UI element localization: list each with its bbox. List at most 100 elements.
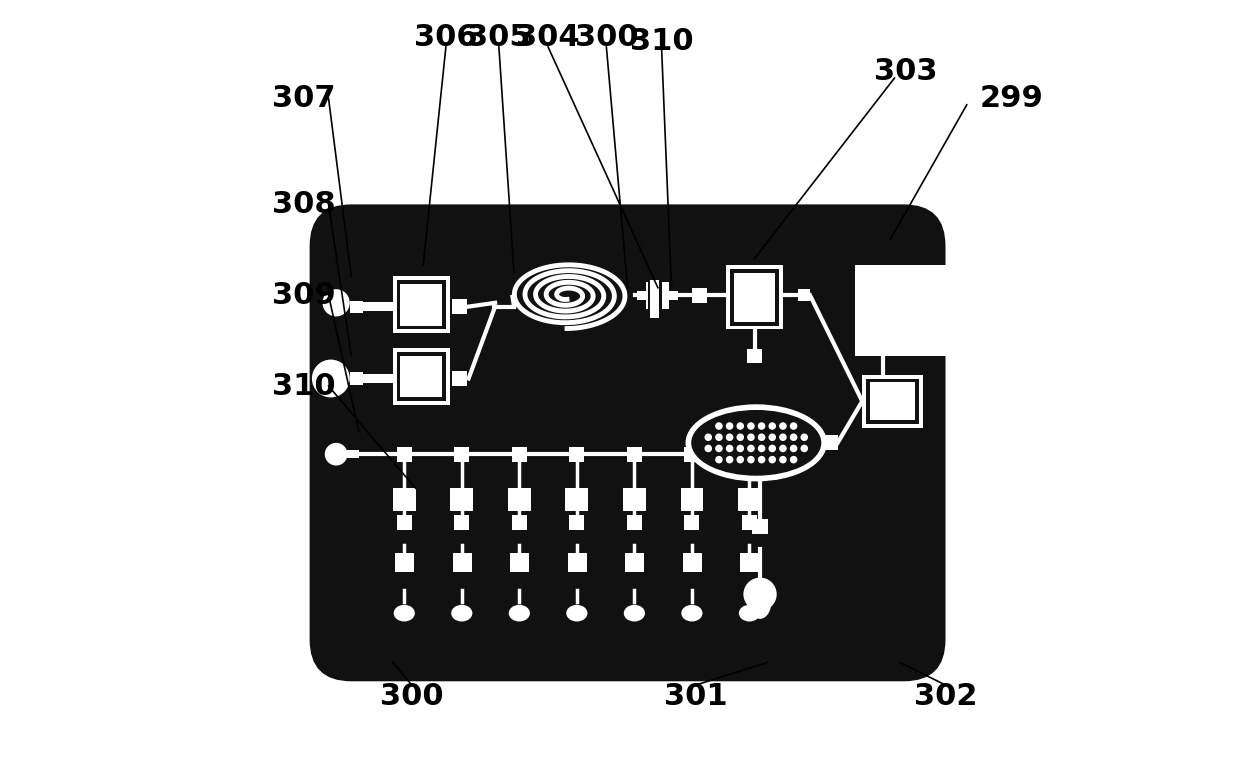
Bar	[649, 282, 662, 316]
Circle shape	[725, 422, 733, 430]
Circle shape	[737, 422, 744, 430]
Circle shape	[725, 444, 733, 452]
Bar	[397, 280, 446, 329]
Bar	[625, 553, 645, 572]
Bar	[748, 349, 763, 363]
Text: 310: 310	[630, 27, 693, 56]
Circle shape	[758, 444, 765, 452]
Circle shape	[779, 444, 786, 452]
Circle shape	[769, 456, 776, 463]
Ellipse shape	[692, 410, 821, 475]
Circle shape	[725, 434, 733, 441]
Ellipse shape	[393, 605, 415, 621]
Circle shape	[779, 422, 786, 430]
Text: 302: 302	[914, 682, 977, 711]
Text: 310: 310	[272, 372, 335, 400]
Text: 307: 307	[272, 84, 335, 113]
Bar	[866, 378, 919, 424]
Circle shape	[748, 422, 755, 430]
Bar	[742, 447, 756, 462]
Bar	[454, 447, 470, 462]
Circle shape	[790, 422, 797, 430]
Bar	[626, 515, 642, 530]
Circle shape	[758, 422, 765, 430]
Circle shape	[744, 578, 776, 611]
Bar	[622, 488, 646, 511]
Bar	[451, 299, 467, 314]
Bar	[692, 288, 707, 303]
Bar	[401, 356, 443, 397]
Text: 308: 308	[272, 190, 335, 219]
Circle shape	[715, 434, 723, 441]
Circle shape	[737, 444, 744, 452]
Circle shape	[715, 422, 723, 430]
Circle shape	[312, 360, 350, 397]
Bar	[454, 515, 470, 530]
Bar	[362, 302, 393, 311]
Text: 303: 303	[874, 58, 937, 86]
Bar	[869, 382, 915, 420]
Text: 300: 300	[379, 682, 444, 711]
Text: 301: 301	[663, 682, 728, 711]
Ellipse shape	[749, 584, 771, 619]
Circle shape	[725, 456, 733, 463]
Bar	[450, 488, 474, 511]
Bar	[396, 553, 414, 572]
Bar	[753, 519, 768, 534]
Ellipse shape	[739, 605, 760, 621]
Circle shape	[790, 434, 797, 441]
Ellipse shape	[624, 605, 645, 621]
Bar	[650, 280, 660, 318]
Circle shape	[737, 434, 744, 441]
Bar	[681, 488, 703, 511]
Bar	[684, 515, 699, 530]
Bar	[725, 265, 782, 329]
Circle shape	[790, 456, 797, 463]
Circle shape	[748, 444, 755, 452]
Circle shape	[704, 434, 712, 441]
Bar	[569, 515, 584, 530]
Circle shape	[769, 422, 776, 430]
Bar	[510, 553, 529, 572]
Text: 309: 309	[272, 281, 336, 310]
Ellipse shape	[451, 605, 472, 621]
Ellipse shape	[567, 605, 588, 621]
Bar	[740, 553, 759, 572]
Bar	[738, 488, 761, 511]
Bar	[350, 372, 363, 385]
Text: 299: 299	[980, 84, 1043, 113]
Bar	[451, 371, 467, 386]
Bar	[568, 553, 587, 572]
Circle shape	[769, 444, 776, 452]
Ellipse shape	[686, 405, 826, 481]
Bar	[512, 447, 527, 462]
Text: 305: 305	[467, 23, 531, 52]
Bar	[797, 289, 810, 301]
Bar	[508, 488, 531, 511]
Text: 304: 304	[516, 23, 580, 52]
Bar	[626, 447, 642, 462]
Circle shape	[322, 289, 350, 316]
Bar	[742, 515, 756, 530]
Bar	[362, 374, 393, 383]
Circle shape	[715, 444, 723, 452]
Bar	[397, 447, 412, 462]
Bar	[397, 515, 412, 530]
Bar	[822, 435, 838, 450]
Text: 306: 306	[414, 23, 477, 52]
Bar	[683, 553, 702, 572]
Bar	[565, 488, 588, 511]
Bar	[730, 269, 779, 326]
Bar	[453, 553, 471, 572]
Circle shape	[748, 456, 755, 463]
Ellipse shape	[508, 605, 529, 621]
Bar	[512, 515, 527, 530]
Bar	[393, 276, 450, 333]
Bar	[347, 450, 358, 458]
Bar	[393, 488, 415, 511]
Circle shape	[704, 444, 712, 452]
Bar	[858, 269, 950, 352]
Ellipse shape	[681, 605, 703, 621]
Circle shape	[801, 434, 808, 441]
Circle shape	[801, 444, 808, 452]
